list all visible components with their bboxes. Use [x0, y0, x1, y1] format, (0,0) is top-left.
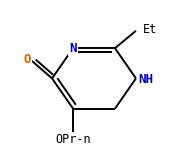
Text: OPr-n: OPr-n	[55, 133, 91, 146]
Text: N: N	[69, 42, 77, 55]
Text: NH: NH	[139, 73, 154, 86]
Text: Et: Et	[143, 23, 157, 36]
Text: O: O	[24, 53, 31, 66]
